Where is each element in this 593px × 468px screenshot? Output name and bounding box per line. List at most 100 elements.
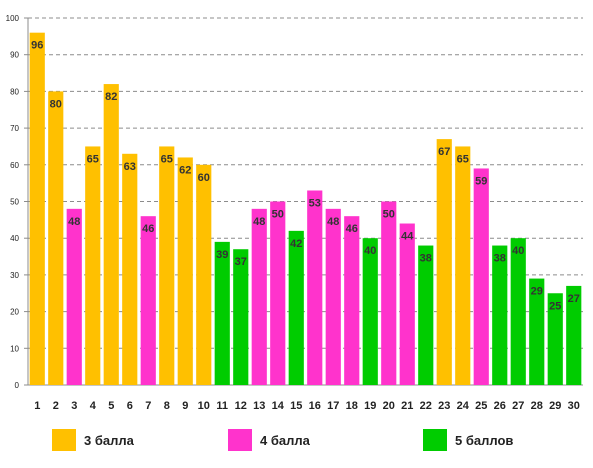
x-tick-label: 6: [127, 400, 133, 412]
bar: [418, 245, 434, 385]
legend-label-4-points: 4 балла: [260, 432, 310, 448]
bar: [233, 249, 249, 385]
x-tick-label: 16: [309, 400, 321, 412]
legend-item-5-points: 5 баллов: [423, 428, 513, 452]
bar: [288, 230, 304, 385]
bar: [436, 139, 452, 385]
bar: [177, 157, 193, 385]
data-label: 59: [475, 175, 487, 187]
bar: [473, 168, 489, 385]
x-tick-label: 9: [182, 400, 188, 412]
bar: [455, 146, 471, 385]
x-tick-label: 29: [549, 400, 561, 412]
bar: [270, 201, 286, 385]
data-label: 50: [272, 209, 284, 221]
bar: [307, 190, 323, 385]
x-tick-label: 5: [108, 400, 114, 412]
x-tick-label: 2: [53, 400, 59, 412]
data-label: 65: [87, 153, 99, 165]
data-label: 40: [512, 245, 524, 257]
data-label: 53: [309, 197, 321, 209]
data-label: 62: [179, 164, 191, 176]
x-tick-label: 14: [272, 400, 285, 412]
data-label: 48: [253, 216, 265, 228]
bar: [344, 216, 360, 385]
bar: [547, 293, 563, 385]
y-tick-label: 50: [10, 198, 19, 207]
bar: [122, 153, 138, 385]
x-tick-label: 18: [346, 400, 358, 412]
bar: [566, 285, 582, 385]
bar: [140, 216, 156, 385]
bar: [529, 278, 545, 385]
data-label: 67: [438, 146, 450, 158]
x-tick-label: 11: [216, 400, 228, 412]
bar: [48, 91, 64, 386]
x-tick-label: 19: [364, 400, 376, 412]
bar: [362, 238, 378, 385]
y-tick-label: 30: [10, 271, 19, 280]
legend-swatch-5-points: [423, 429, 447, 451]
bar: [196, 164, 212, 385]
data-label: 42: [290, 238, 302, 250]
x-tick-label: 22: [420, 400, 432, 412]
y-tick-label: 80: [10, 87, 19, 96]
x-tick-label: 7: [145, 400, 151, 412]
bar: [251, 208, 267, 385]
bar: [510, 238, 526, 385]
data-label: 46: [142, 223, 154, 235]
data-label: 38: [494, 253, 506, 265]
x-tick-label: 13: [253, 400, 265, 412]
x-tick-label: 12: [235, 400, 247, 412]
x-tick-label: 24: [457, 400, 470, 412]
bar: [214, 241, 230, 385]
y-tick-label: 40: [10, 234, 19, 243]
y-tick-label: 100: [6, 14, 20, 23]
legend-swatch-3-points: [52, 429, 76, 451]
data-label: 38: [420, 253, 432, 265]
data-label: 65: [457, 153, 469, 165]
x-tick-label: 21: [401, 400, 413, 412]
data-label: 63: [124, 161, 136, 173]
data-label: 46: [346, 223, 358, 235]
x-tick-label: 17: [327, 400, 339, 412]
x-tick-label: 23: [438, 400, 450, 412]
y-tick-label: 20: [10, 308, 19, 317]
data-label: 82: [105, 91, 117, 103]
y-tick-label: 0: [15, 381, 20, 390]
x-tick-label: 8: [164, 400, 170, 412]
x-tick-label: 26: [494, 400, 506, 412]
data-label: 48: [68, 216, 80, 228]
bar: [325, 208, 341, 385]
data-label: 80: [50, 98, 62, 110]
bar: [85, 146, 101, 385]
data-label: 40: [364, 245, 376, 257]
data-label: 39: [216, 249, 228, 261]
legend-item-3-points: 3 балла: [52, 428, 134, 452]
bar: [492, 245, 508, 385]
x-tick-label: 20: [383, 400, 395, 412]
data-label: 44: [401, 231, 414, 243]
bar: [29, 32, 45, 386]
legend-label-5-points: 5 баллов: [455, 432, 514, 448]
y-tick-label: 10: [10, 344, 19, 353]
x-tick-label: 1: [34, 400, 40, 412]
x-tick-label: 4: [90, 400, 97, 412]
x-tick-label: 15: [290, 400, 302, 412]
bar: [159, 146, 175, 385]
x-tick-label: 27: [512, 400, 524, 412]
data-label: 65: [161, 153, 173, 165]
x-tick-label: 3: [71, 400, 77, 412]
data-label: 96: [31, 40, 43, 52]
bar: [103, 84, 119, 385]
legend-swatch-4-points: [228, 429, 252, 451]
x-tick-label: 25: [475, 400, 487, 412]
data-label: 27: [568, 293, 580, 305]
x-tick-label: 28: [531, 400, 543, 412]
data-label: 60: [198, 172, 210, 184]
bar-chart: 0102030405060708090100961802483654825636…: [6, 14, 583, 412]
legend-label-3-points: 3 балла: [84, 432, 134, 448]
data-label: 25: [549, 300, 561, 312]
data-label: 48: [327, 216, 339, 228]
data-label: 50: [383, 209, 395, 221]
